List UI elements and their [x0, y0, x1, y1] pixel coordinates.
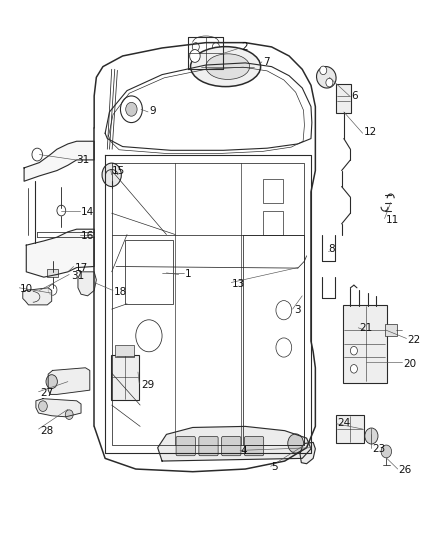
Text: 29: 29: [141, 380, 154, 390]
Polygon shape: [24, 141, 94, 181]
Circle shape: [288, 434, 304, 453]
Text: 16: 16: [81, 231, 94, 240]
Text: 15: 15: [112, 166, 125, 175]
Circle shape: [126, 102, 137, 116]
Text: 12: 12: [364, 127, 377, 137]
Text: 22: 22: [407, 335, 420, 344]
Circle shape: [46, 375, 57, 389]
Text: 26: 26: [399, 465, 412, 475]
Text: 8: 8: [328, 245, 335, 254]
Circle shape: [350, 346, 357, 355]
Text: 28: 28: [40, 426, 53, 435]
Text: 7: 7: [263, 57, 269, 67]
Text: 21: 21: [359, 323, 372, 333]
Polygon shape: [26, 229, 94, 277]
Text: 9: 9: [149, 106, 155, 116]
Circle shape: [120, 96, 142, 123]
Polygon shape: [300, 442, 315, 464]
FancyBboxPatch shape: [222, 437, 241, 456]
Text: 23: 23: [372, 444, 385, 454]
FancyBboxPatch shape: [47, 269, 58, 277]
Polygon shape: [36, 399, 81, 417]
Polygon shape: [48, 368, 90, 394]
Circle shape: [381, 445, 392, 458]
Text: 13: 13: [232, 279, 245, 288]
Text: 5: 5: [272, 463, 278, 472]
Circle shape: [57, 205, 66, 216]
Circle shape: [212, 43, 219, 51]
FancyBboxPatch shape: [199, 437, 218, 456]
Circle shape: [320, 66, 327, 75]
Circle shape: [39, 401, 47, 411]
Text: 20: 20: [403, 359, 416, 368]
Ellipse shape: [206, 54, 250, 79]
Ellipse shape: [317, 67, 336, 88]
Circle shape: [65, 410, 73, 419]
Text: 1: 1: [185, 269, 191, 279]
FancyBboxPatch shape: [385, 324, 397, 336]
Circle shape: [365, 428, 378, 444]
FancyBboxPatch shape: [343, 305, 387, 383]
Text: 31: 31: [77, 155, 90, 165]
Text: 2: 2: [241, 42, 247, 52]
FancyBboxPatch shape: [336, 415, 364, 443]
Circle shape: [102, 163, 121, 187]
Ellipse shape: [191, 47, 261, 86]
Circle shape: [192, 43, 199, 51]
Polygon shape: [23, 288, 52, 305]
Circle shape: [48, 285, 57, 295]
Circle shape: [326, 78, 333, 87]
Circle shape: [350, 365, 357, 373]
FancyBboxPatch shape: [244, 437, 264, 456]
Text: 3: 3: [294, 305, 301, 315]
Text: 24: 24: [337, 418, 350, 428]
FancyBboxPatch shape: [336, 84, 351, 113]
Text: 27: 27: [40, 388, 53, 398]
Text: 17: 17: [74, 263, 88, 272]
Text: 6: 6: [351, 91, 358, 101]
Text: 4: 4: [241, 447, 247, 456]
Circle shape: [190, 50, 200, 62]
Circle shape: [32, 148, 42, 161]
Text: 10: 10: [20, 284, 33, 294]
Polygon shape: [158, 426, 311, 461]
Text: 18: 18: [114, 287, 127, 296]
FancyBboxPatch shape: [111, 355, 139, 400]
Text: 31: 31: [71, 271, 84, 280]
Text: 14: 14: [81, 207, 94, 216]
FancyBboxPatch shape: [115, 345, 134, 357]
FancyBboxPatch shape: [176, 437, 195, 456]
Polygon shape: [78, 272, 96, 296]
Text: 11: 11: [385, 215, 399, 224]
